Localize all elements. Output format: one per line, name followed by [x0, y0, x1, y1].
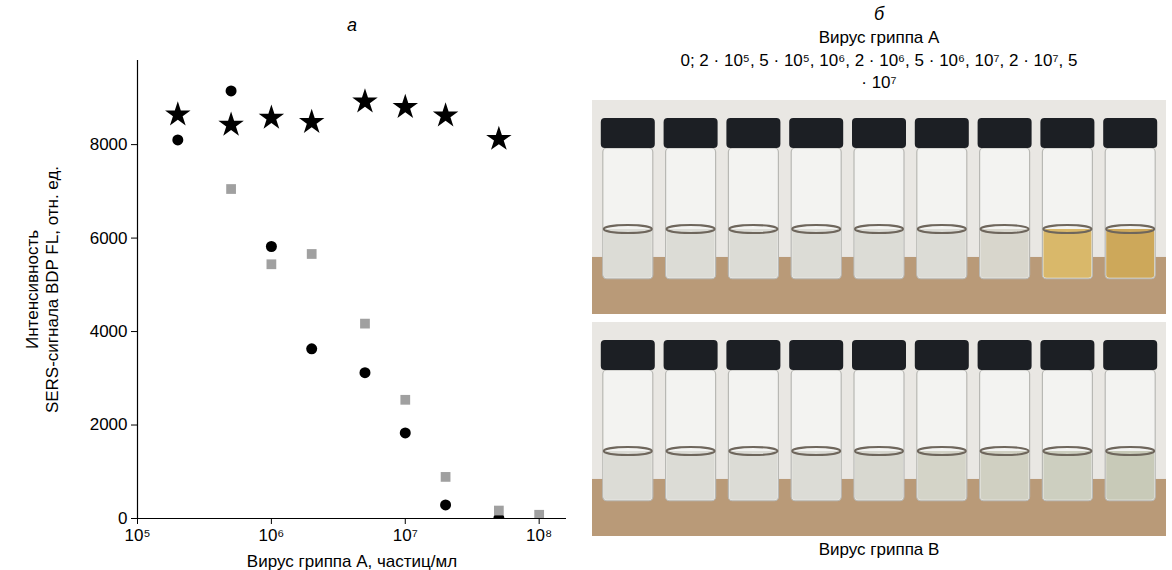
- svg-text:8000: 8000: [90, 135, 128, 154]
- svg-text:2000: 2000: [90, 415, 128, 434]
- svg-text:а: а: [347, 15, 357, 35]
- html-text:б: б: [873, 4, 885, 24]
- svg-text:Вирус гриппа А, частиц/мл: Вирус гриппа А, частиц/мл: [247, 552, 457, 570]
- html-text:Вирус гриппа А: Вирус гриппа А: [818, 28, 940, 47]
- svg-text:10⁸: 10⁸: [526, 526, 552, 545]
- svg-text:ИнтенсивностьSERS-сигнала BDP: ИнтенсивностьSERS-сигнала BDP FL, отн. е…: [23, 166, 62, 413]
- svg-text:10⁵: 10⁵: [125, 526, 151, 545]
- svg-text:0: 0: [118, 508, 128, 528]
- svg-text:10⁶: 10⁶: [258, 526, 284, 545]
- svg-text:6000: 6000: [90, 229, 128, 248]
- svg-text:10⁷: 10⁷: [393, 526, 418, 545]
- svg-text:4000: 4000: [90, 322, 128, 341]
- html-text:Вирус гриппа В: Вирус гриппа В: [818, 540, 940, 559]
- html-text:0; 2 · 10⁵, 5 · 10⁵, 10⁶, 2 ·: 0; 2 · 10⁵, 5 · 10⁵, 10⁶, 2 · 10⁶, 5 · 1…: [680, 51, 1078, 92]
